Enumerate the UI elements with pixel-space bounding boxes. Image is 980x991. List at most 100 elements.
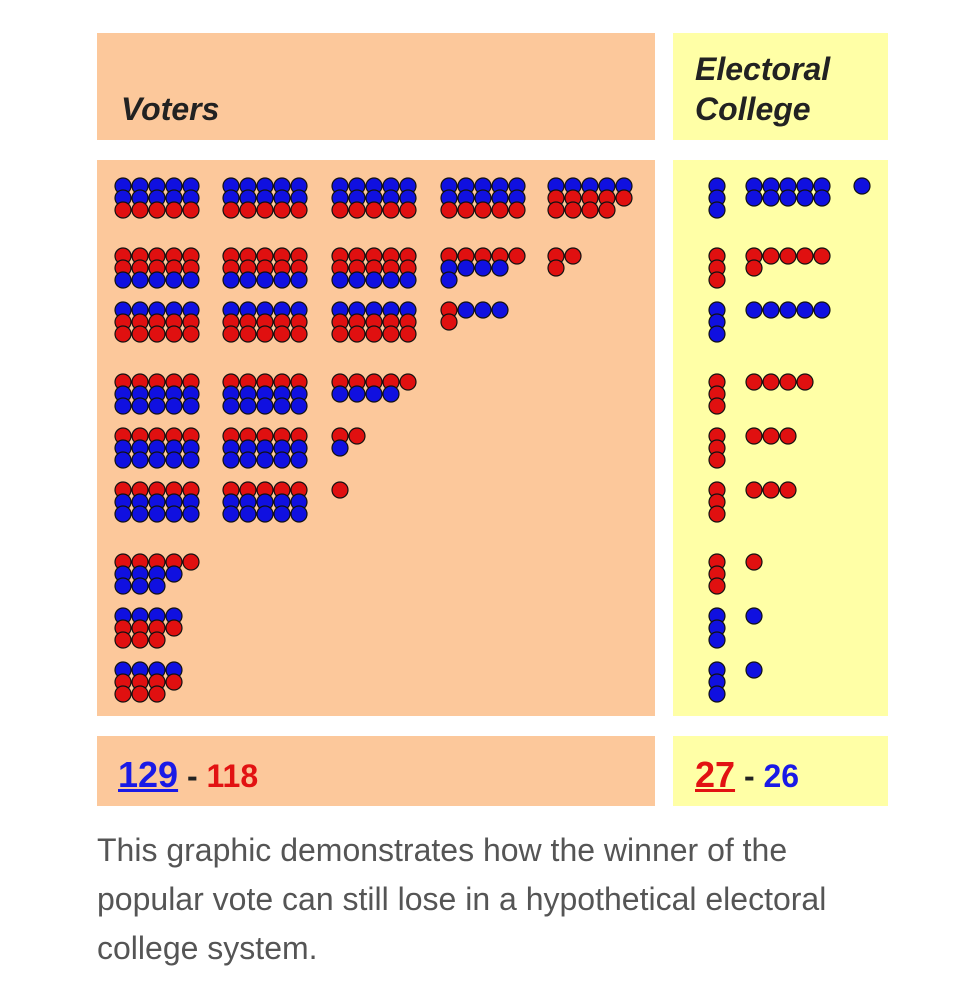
electoral-title: College [695, 91, 811, 127]
voter-dot [779, 373, 797, 391]
voter-dot [165, 619, 183, 637]
voter-dot [491, 301, 509, 319]
voter-dot [796, 301, 814, 319]
voter-dot [148, 685, 166, 703]
voter-dot [581, 201, 599, 219]
voter-dot [745, 259, 763, 277]
voter-dot [182, 451, 200, 469]
electoral-footer [673, 736, 888, 806]
voter-dot [440, 201, 458, 219]
voter-dot [239, 271, 257, 289]
voter-dot [365, 271, 383, 289]
voter-dot [239, 325, 257, 343]
voter-dot [114, 685, 132, 703]
voter-dot [745, 427, 763, 445]
voter-dot [256, 505, 274, 523]
voter-dot [457, 259, 475, 277]
voter-dot [564, 247, 582, 265]
voter-dot [708, 201, 726, 219]
voter-dot [331, 201, 349, 219]
voter-dot [290, 397, 308, 415]
voter-dot [182, 505, 200, 523]
voter-dot [182, 201, 200, 219]
voter-dot [779, 247, 797, 265]
voter-dot [165, 451, 183, 469]
voter-dot [745, 553, 763, 571]
voter-dot [491, 259, 509, 277]
voters-title: Voters [121, 91, 220, 127]
voter-dot [273, 201, 291, 219]
voter-dot [331, 385, 349, 403]
voter-dot [331, 439, 349, 457]
voter-dot [474, 201, 492, 219]
voter-dot [708, 397, 726, 415]
voter-dot [165, 201, 183, 219]
voter-dot [148, 505, 166, 523]
voters-header: Voters [97, 33, 655, 140]
voter-dot [564, 201, 582, 219]
voter-dot [239, 451, 257, 469]
voter-dot [708, 451, 726, 469]
voter-dot [256, 201, 274, 219]
voter-dot [290, 271, 308, 289]
voter-dot [148, 271, 166, 289]
voter-dot [239, 201, 257, 219]
voter-dot [239, 397, 257, 415]
voter-dot [762, 373, 780, 391]
caption: This graphic demonstrates how the winner… [97, 832, 827, 966]
voter-dot [399, 325, 417, 343]
voter-dot [440, 313, 458, 331]
voter-dot [365, 325, 383, 343]
voter-dot [114, 577, 132, 595]
voter-dot [708, 505, 726, 523]
score-blue: 26 [763, 758, 800, 794]
voter-dot [813, 189, 831, 207]
voter-dot [222, 451, 240, 469]
voter-dot [148, 577, 166, 595]
voter-dot [165, 325, 183, 343]
voter-dot [813, 247, 831, 265]
voter-dot [348, 325, 366, 343]
voter-dot [745, 373, 763, 391]
electoral-header: Electoral College [673, 33, 888, 140]
voter-dot [331, 481, 349, 499]
voter-dot [365, 385, 383, 403]
voter-dot [440, 271, 458, 289]
voter-dot [182, 553, 200, 571]
voter-dot [273, 397, 291, 415]
voter-dot [348, 201, 366, 219]
voter-dot [148, 631, 166, 649]
voter-dot [131, 397, 149, 415]
score-red: 118 [206, 758, 259, 794]
voter-dot [114, 397, 132, 415]
voter-dot [382, 271, 400, 289]
voter-dot [131, 271, 149, 289]
voter-dot [382, 385, 400, 403]
voter-dot [708, 271, 726, 289]
voter-dot [853, 177, 871, 195]
score-separator: - [743, 758, 755, 794]
voter-dot [165, 397, 183, 415]
voter-dot [256, 397, 274, 415]
voter-dot [474, 301, 492, 319]
voter-dot [382, 325, 400, 343]
voter-dot [348, 385, 366, 403]
voter-dot [813, 301, 831, 319]
voter-dot [348, 427, 366, 445]
voter-dot [779, 427, 797, 445]
voter-dot [114, 201, 132, 219]
electoral-title: Electoral [695, 51, 831, 87]
voter-dot [708, 577, 726, 595]
voter-dot [148, 325, 166, 343]
voter-dot [796, 373, 814, 391]
voter-dot [114, 451, 132, 469]
voter-dot [131, 451, 149, 469]
electoral-score: 27 - 26 [695, 754, 799, 796]
voter-dot [222, 397, 240, 415]
voter-dot [708, 325, 726, 343]
voter-dot [114, 505, 132, 523]
voter-dot [762, 247, 780, 265]
voters-footer [97, 736, 655, 806]
